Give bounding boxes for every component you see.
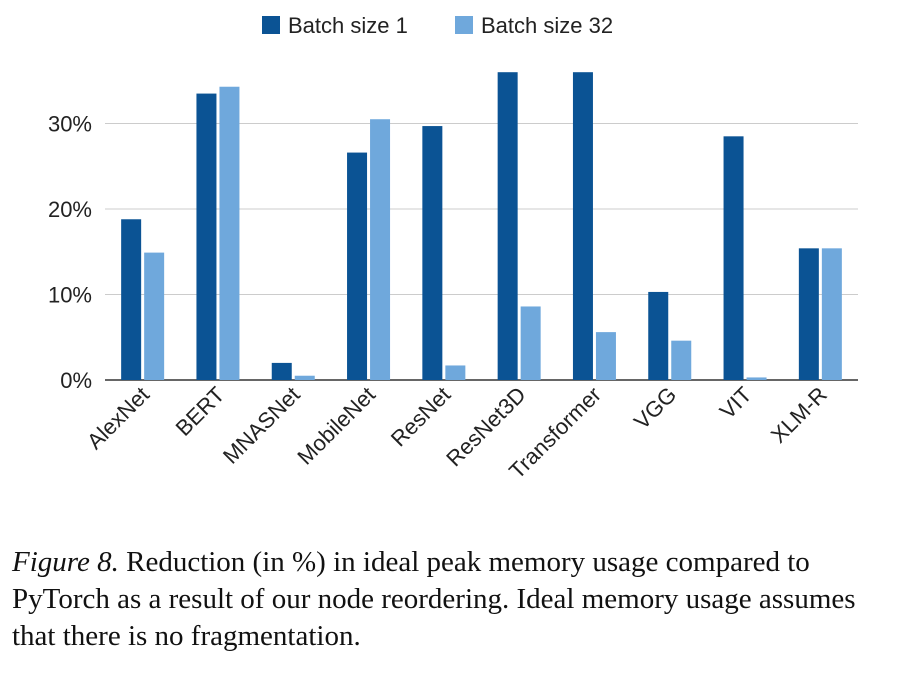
legend-swatch (455, 16, 473, 34)
bar-batch-32-xlm-r (821, 248, 842, 380)
caption-text: Reduction (in %) in ideal peak memory us… (12, 546, 856, 652)
bar-batch-32-vgg (671, 340, 692, 380)
legend: Batch size 1 Batch size 32 (262, 13, 613, 38)
bar-batch-32-mobilenet (370, 119, 391, 380)
bar-batch-1-alexnet (121, 219, 142, 380)
bar-batch-1-resnet3d (497, 72, 518, 380)
bar-batch-32-alexnet (144, 252, 165, 380)
bars (121, 72, 842, 381)
bar-batch-1-vit (723, 136, 744, 380)
figure-caption: Figure 8. Reduction (in %) in ideal peak… (12, 544, 902, 655)
bar-batch-1-transformer (572, 72, 593, 380)
legend-label: Batch size 1 (288, 13, 408, 38)
bar-batch-1-vgg (648, 291, 669, 380)
bar-batch-32-transformer (595, 332, 616, 380)
bar-chart: Batch size 1 Batch size 32 0% 10% 20% 30% Al… (48, 13, 858, 484)
bar-batch-32-resnet (445, 365, 466, 380)
y-tick-label: 0% (60, 368, 92, 393)
bar-batch-1-resnet (422, 126, 443, 380)
x-category-label: VGG (629, 382, 681, 434)
gridlines (105, 123, 858, 381)
x-category-label: MNASNet (218, 382, 305, 469)
y-tick-label: 10% (48, 283, 92, 308)
y-axis-tick-labels: 0% 10% 20% 30% (48, 112, 92, 394)
x-category-label: BERT (171, 382, 230, 441)
y-tick-label: 20% (48, 197, 92, 222)
x-category-label: XLM-R (766, 382, 832, 448)
bar-batch-32-mnasnet (294, 375, 315, 380)
bar-batch-1-bert (196, 93, 217, 380)
bar-batch-32-vit (746, 377, 767, 380)
x-category-label: VIT (715, 382, 757, 424)
bar-batch-32-resnet3d (520, 306, 541, 380)
bar-batch-32-bert (219, 86, 240, 381)
figure-label: Figure 8. (12, 546, 119, 578)
x-category-label: MobileNet (292, 382, 380, 470)
bar-batch-1-mobilenet (347, 152, 368, 380)
legend-label: Batch size 32 (481, 13, 613, 38)
bar-batch-1-xlm-r (798, 248, 819, 380)
x-category-label: AlexNet (82, 382, 154, 454)
y-tick-label: 30% (48, 112, 92, 137)
legend-swatch (262, 16, 280, 34)
bar-batch-1-mnasnet (271, 362, 292, 380)
x-category-label: ResNet (386, 382, 456, 452)
